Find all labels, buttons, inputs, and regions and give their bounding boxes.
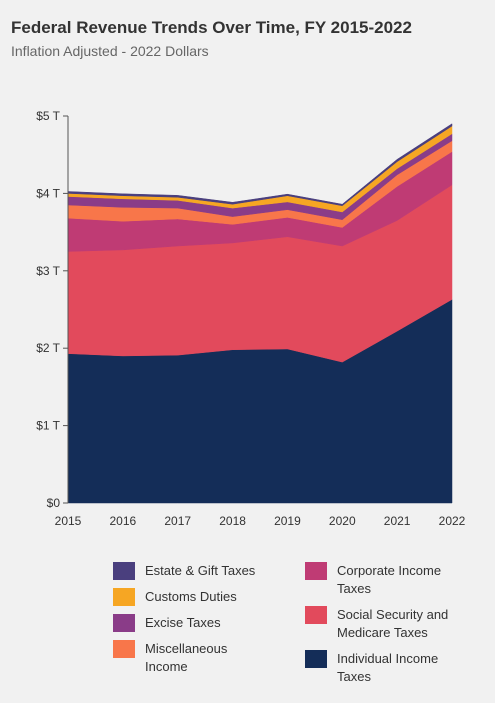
x-tick-label: 2018 bbox=[219, 514, 246, 528]
legend-item: Excise Taxes bbox=[113, 614, 265, 632]
legend-item: Social Security and Medicare Taxes bbox=[305, 606, 462, 642]
area-estate-gift-taxes bbox=[67, 123, 453, 207]
legend-swatch bbox=[113, 588, 135, 606]
legend-label: Customs Duties bbox=[145, 589, 237, 604]
legend-label: Excise Taxes bbox=[145, 615, 221, 630]
legend-swatch bbox=[305, 562, 327, 580]
x-tick-label: 2019 bbox=[274, 514, 301, 528]
legend-swatch bbox=[113, 614, 135, 632]
x-tick-label: 2016 bbox=[110, 514, 137, 528]
legend-item: Miscellaneous Income bbox=[113, 640, 265, 676]
y-tick-label: $4 T bbox=[36, 186, 60, 200]
legend-label: Individual Income Taxes bbox=[337, 651, 439, 684]
stacked-area-chart: $0 $1 T $2 T $3 T $4 T $5 T 2015 2016 2017 2018 20… bbox=[36, 109, 466, 528]
y-tick-label: $3 T bbox=[36, 264, 60, 278]
legend-label: Corporate Income Taxes bbox=[337, 563, 442, 596]
legend-swatch bbox=[113, 562, 135, 580]
x-tick-label: 2020 bbox=[329, 514, 356, 528]
legend-label: Estate & Gift Taxes bbox=[145, 563, 256, 578]
x-tick-label: 2021 bbox=[384, 514, 411, 528]
chart-title: Federal Revenue Trends Over Time, FY 201… bbox=[11, 18, 412, 37]
chart-subtitle: Inflation Adjusted - 2022 Dollars bbox=[11, 43, 209, 59]
y-tick-label: $1 T bbox=[36, 419, 60, 433]
x-tick-label: 2022 bbox=[439, 514, 466, 528]
x-tick-label: 2015 bbox=[55, 514, 82, 528]
y-tick-label: $0 bbox=[47, 496, 61, 510]
y-tick-label: $2 T bbox=[36, 341, 60, 355]
legend-item: Estate & Gift Taxes bbox=[113, 562, 265, 580]
legend-item: Individual Income Taxes bbox=[305, 650, 462, 686]
x-tick-label: 2017 bbox=[164, 514, 191, 528]
legend-label: Social Security and Medicare Taxes bbox=[337, 607, 449, 640]
legend-item: Corporate Income Taxes bbox=[305, 562, 462, 598]
legend-swatch bbox=[305, 650, 327, 668]
y-tick-label: $5 T bbox=[36, 109, 60, 123]
legend-swatch bbox=[305, 606, 327, 624]
legend-swatch bbox=[113, 640, 135, 658]
legend-item: Customs Duties bbox=[113, 588, 265, 606]
legend-label: Miscellaneous Income bbox=[145, 641, 228, 674]
